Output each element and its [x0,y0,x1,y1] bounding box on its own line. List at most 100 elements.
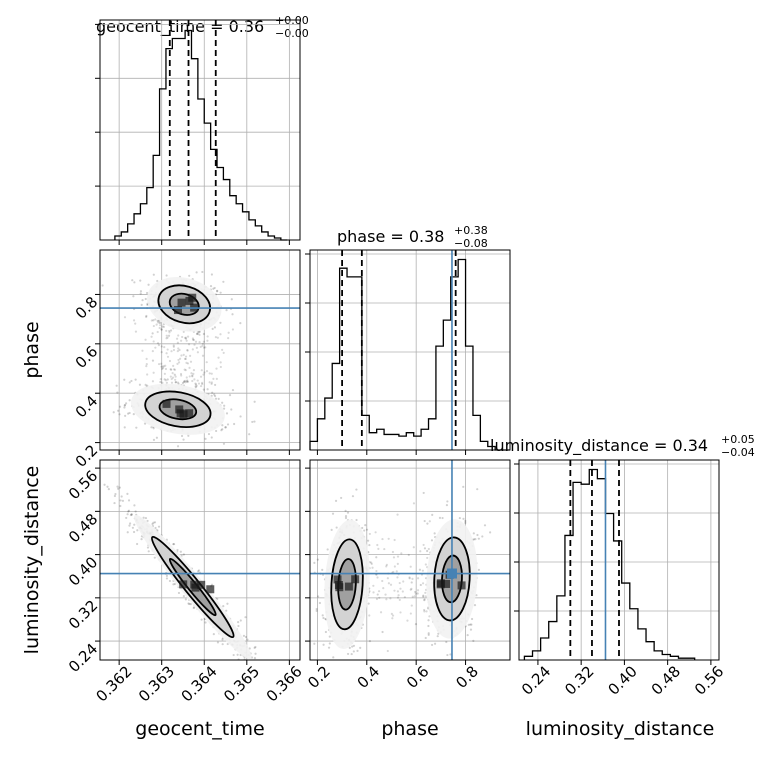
scatter-point [427,633,430,637]
scatter-point [204,346,207,349]
scatter-point [237,624,240,628]
scatter-point [371,566,374,569]
scatter-point [182,330,185,333]
scatter-point [414,622,418,626]
scatter-point [265,670,267,672]
title-luminosity-distance-minus: −0.04 [721,446,755,459]
scatter-point [186,349,189,352]
scatter-point [222,407,226,410]
scatter-point [188,375,191,378]
scatter-point [424,636,427,640]
scatter-point [401,590,404,593]
hist-panel-phase [305,249,511,455]
ylabel-phase: phase [21,321,43,378]
hist-panel-geocent_time [95,19,301,245]
scatter-point [141,299,144,302]
scatter-point [150,335,153,338]
scatter-point [431,513,434,516]
scatter-point [118,405,122,408]
scatter-point [161,366,165,370]
density-layer [103,483,267,672]
title-phase-plus: +0.38 [454,224,488,237]
scatter-point [477,537,480,540]
scatter-point [197,382,201,385]
scatter-point [176,341,179,344]
scatter-point [244,635,248,639]
scatter-point [324,630,328,634]
scatter-point [136,529,139,532]
scatter-point [130,379,133,383]
scatter-point [383,547,386,551]
scatter-point [184,355,188,358]
scatter-point [210,381,213,384]
scatter-point [236,653,239,656]
scatter-point [205,361,208,364]
scatter-point [199,384,203,388]
scatter-point [163,346,166,349]
scatter-point [340,496,343,500]
scatter-point [152,438,156,441]
scatter-point [184,369,187,372]
x-tick-label: 0.40 [604,662,640,698]
scatter-point [124,402,128,405]
scatter-point [400,552,403,555]
scatter-point [151,359,155,362]
scatter-point [177,347,180,350]
scatter-point [116,391,119,394]
scatter-point [101,284,104,287]
scatter-point [156,330,159,334]
scatter-point [222,605,225,608]
scatter-point [386,649,389,653]
scatter-point [184,336,188,339]
scatter-point [464,519,467,523]
scatter-point [367,539,370,542]
scatter-point [381,630,384,634]
scatter-point [376,576,379,579]
scatter-point [408,577,411,580]
scatter-point [187,434,190,437]
scatter-point [119,499,122,502]
scatter-point [123,378,126,381]
scatter-point [184,381,187,384]
scatter-point [423,519,426,523]
density-bin [457,581,466,590]
scatter-point [168,579,172,583]
scatter-point [210,372,213,375]
scatter-point [134,510,137,513]
scatter-point [159,377,162,381]
scatter-point [322,643,325,646]
scatter-point [152,273,155,276]
title-luminosity-distance-plus: +0.05 [721,433,755,446]
scatter-point [212,453,214,455]
scatter-point [221,401,224,404]
scatter-point [198,340,201,344]
scatter-point [206,335,209,338]
scatter-point [470,617,474,621]
scatter-point [239,619,242,622]
scatter-point [419,583,422,587]
scatter-point [476,533,479,537]
scatter-point [134,378,137,381]
scatter-point [200,381,204,384]
scatter-point [201,382,204,386]
scatter-point [168,329,171,333]
scatter-point [161,381,164,384]
scatter-point [315,609,318,613]
scatter-point [123,406,126,409]
axes-frame [309,249,511,451]
scatter-point [118,413,121,416]
scatter-point [231,388,235,392]
scatter-point [184,598,187,601]
scatter-point [211,391,214,394]
scatter-point [160,328,163,331]
scatter-point [194,340,198,343]
scatter-point [145,357,148,360]
scatter-point [139,279,142,282]
panel-geocent_time_vs_luminosity_distance: 0.362 0.363 0.364 0.365 0.366 0.24 0.32 0.40 0.4… [65,459,306,705]
scatter-point [391,614,395,617]
scatter-point [427,624,430,628]
histogram-bin-phase [309,258,510,451]
scatter-point [212,377,215,380]
scatter-point [248,433,251,436]
scatter-point [165,337,168,340]
